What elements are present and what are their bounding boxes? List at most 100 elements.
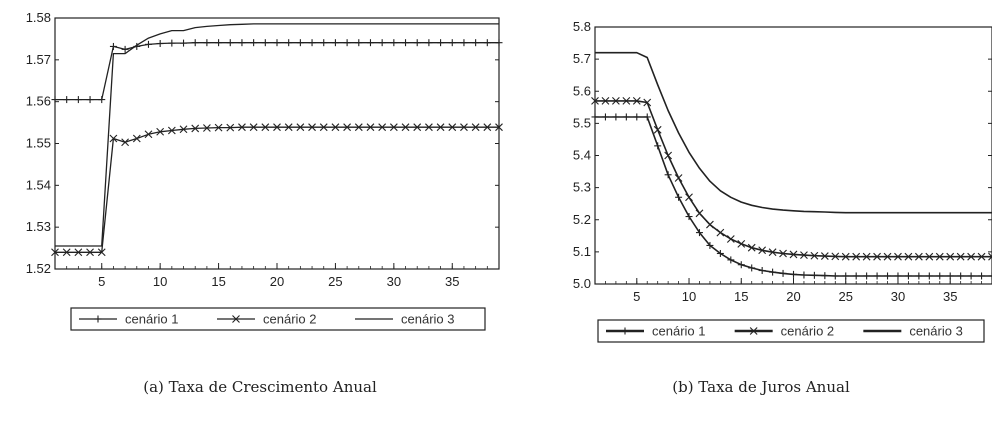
legend-label: cenário 3	[401, 312, 454, 327]
series-line	[595, 51, 992, 214]
data-point-marker	[789, 250, 798, 259]
data-point-marker	[946, 252, 955, 261]
data-point-marker	[214, 123, 223, 132]
series-3	[55, 23, 499, 247]
y-tick-label: 1.56	[26, 94, 51, 109]
data-point-marker	[612, 96, 620, 105]
x-tick-label: 25	[328, 274, 342, 289]
data-point-marker	[622, 96, 631, 105]
caption-a: (a) Taxa de Crescimento Anual	[143, 378, 377, 396]
data-point-marker	[308, 123, 316, 132]
data-point-marker	[820, 252, 829, 260]
data-point-marker	[51, 248, 59, 257]
data-point-marker	[191, 124, 200, 133]
data-point-marker	[601, 96, 610, 105]
legend-item-1: cenário 1	[79, 312, 178, 327]
legend-box	[70, 307, 486, 331]
data-point-marker	[706, 220, 714, 229]
y-tick-label: 5.1	[573, 244, 591, 259]
data-point-marker	[156, 127, 165, 136]
data-point-marker	[74, 248, 83, 257]
series-2	[51, 123, 503, 257]
data-point-marker	[471, 123, 480, 132]
series-3	[595, 51, 992, 214]
legend-label: cenário 2	[263, 312, 316, 327]
data-point-marker	[495, 123, 503, 132]
legend: cenário 1 cenário 2 cenário 3	[597, 319, 985, 343]
data-point-marker	[873, 252, 881, 261]
legend-item-3: cenário 3	[355, 312, 454, 327]
data-point-marker	[109, 134, 118, 143]
y-tick-label: 5.7	[573, 51, 591, 66]
data-point-marker	[121, 138, 129, 147]
x-tick-label: 20	[786, 289, 800, 304]
data-point-marker	[389, 123, 398, 132]
data-point-marker	[413, 123, 422, 132]
legend-item-2: cenário 2	[734, 324, 834, 339]
x-tick-label: 35	[445, 274, 459, 289]
data-point-marker	[591, 96, 599, 105]
data-point-marker	[800, 251, 808, 259]
y-tick-label: 5.5	[573, 115, 591, 130]
data-point-marker	[354, 123, 363, 132]
data-point-marker	[904, 252, 913, 261]
x-tick-label: 15	[734, 289, 748, 304]
x-tick-label: 30	[387, 274, 401, 289]
legend-marker	[749, 327, 758, 335]
y-tick-label: 1.57	[26, 52, 51, 67]
series-2	[591, 96, 992, 261]
data-point-marker	[988, 252, 992, 258]
x-tick-label: 5	[98, 274, 105, 289]
data-point-marker	[144, 130, 153, 139]
data-point-marker	[273, 123, 281, 132]
x-tick-label: 35	[943, 289, 957, 304]
legend-label: cenário 1	[125, 312, 178, 327]
data-point-marker	[841, 252, 850, 261]
legend-item-1: cenário 1	[606, 324, 705, 339]
data-point-marker	[238, 123, 246, 132]
data-point-marker	[86, 248, 94, 257]
data-point-marker	[261, 123, 270, 132]
data-point-marker	[967, 252, 975, 261]
data-point-marker	[925, 252, 934, 261]
data-point-marker	[331, 123, 340, 132]
data-point-marker	[758, 246, 767, 255]
y-tick-label: 5.4	[573, 148, 591, 163]
data-point-marker	[448, 123, 457, 132]
data-point-marker	[862, 252, 871, 261]
caption-b: (b) Taxa de Juros Anual	[672, 378, 850, 396]
x-tick-label: 10	[153, 274, 167, 289]
data-point-marker	[460, 123, 468, 132]
y-tick-label: 1.53	[26, 219, 51, 234]
x-tick-label: 25	[839, 289, 853, 304]
data-point-marker	[436, 123, 445, 132]
plot-frame	[54, 17, 500, 270]
y-tick-label: 1.52	[26, 261, 51, 276]
data-point-marker	[401, 123, 410, 132]
data-point-marker	[695, 209, 704, 218]
data-point-marker	[203, 124, 211, 132]
x-tick-label: 30	[891, 289, 905, 304]
x-tick-label: 5	[633, 289, 640, 304]
data-point-marker	[167, 126, 176, 135]
series-1	[51, 39, 503, 104]
data-point-marker	[988, 255, 992, 261]
y-tick-label: 5.2	[573, 212, 591, 227]
plot-frame	[594, 26, 992, 285]
data-point-marker	[97, 248, 106, 257]
data-point-marker	[894, 252, 902, 261]
series-line	[55, 126, 499, 253]
data-point-marker	[914, 252, 923, 261]
data-point-marker	[483, 123, 492, 132]
data-point-marker	[737, 239, 746, 248]
data-point-marker	[425, 123, 433, 132]
y-tick-label: 5.3	[573, 180, 591, 195]
data-point-marker	[852, 252, 861, 261]
data-point-marker	[632, 96, 641, 105]
data-point-marker	[685, 193, 693, 202]
data-point-marker	[810, 251, 819, 260]
legend-item-3: cenário 3	[863, 324, 963, 339]
data-point-marker	[643, 98, 652, 107]
series-1	[591, 113, 992, 280]
